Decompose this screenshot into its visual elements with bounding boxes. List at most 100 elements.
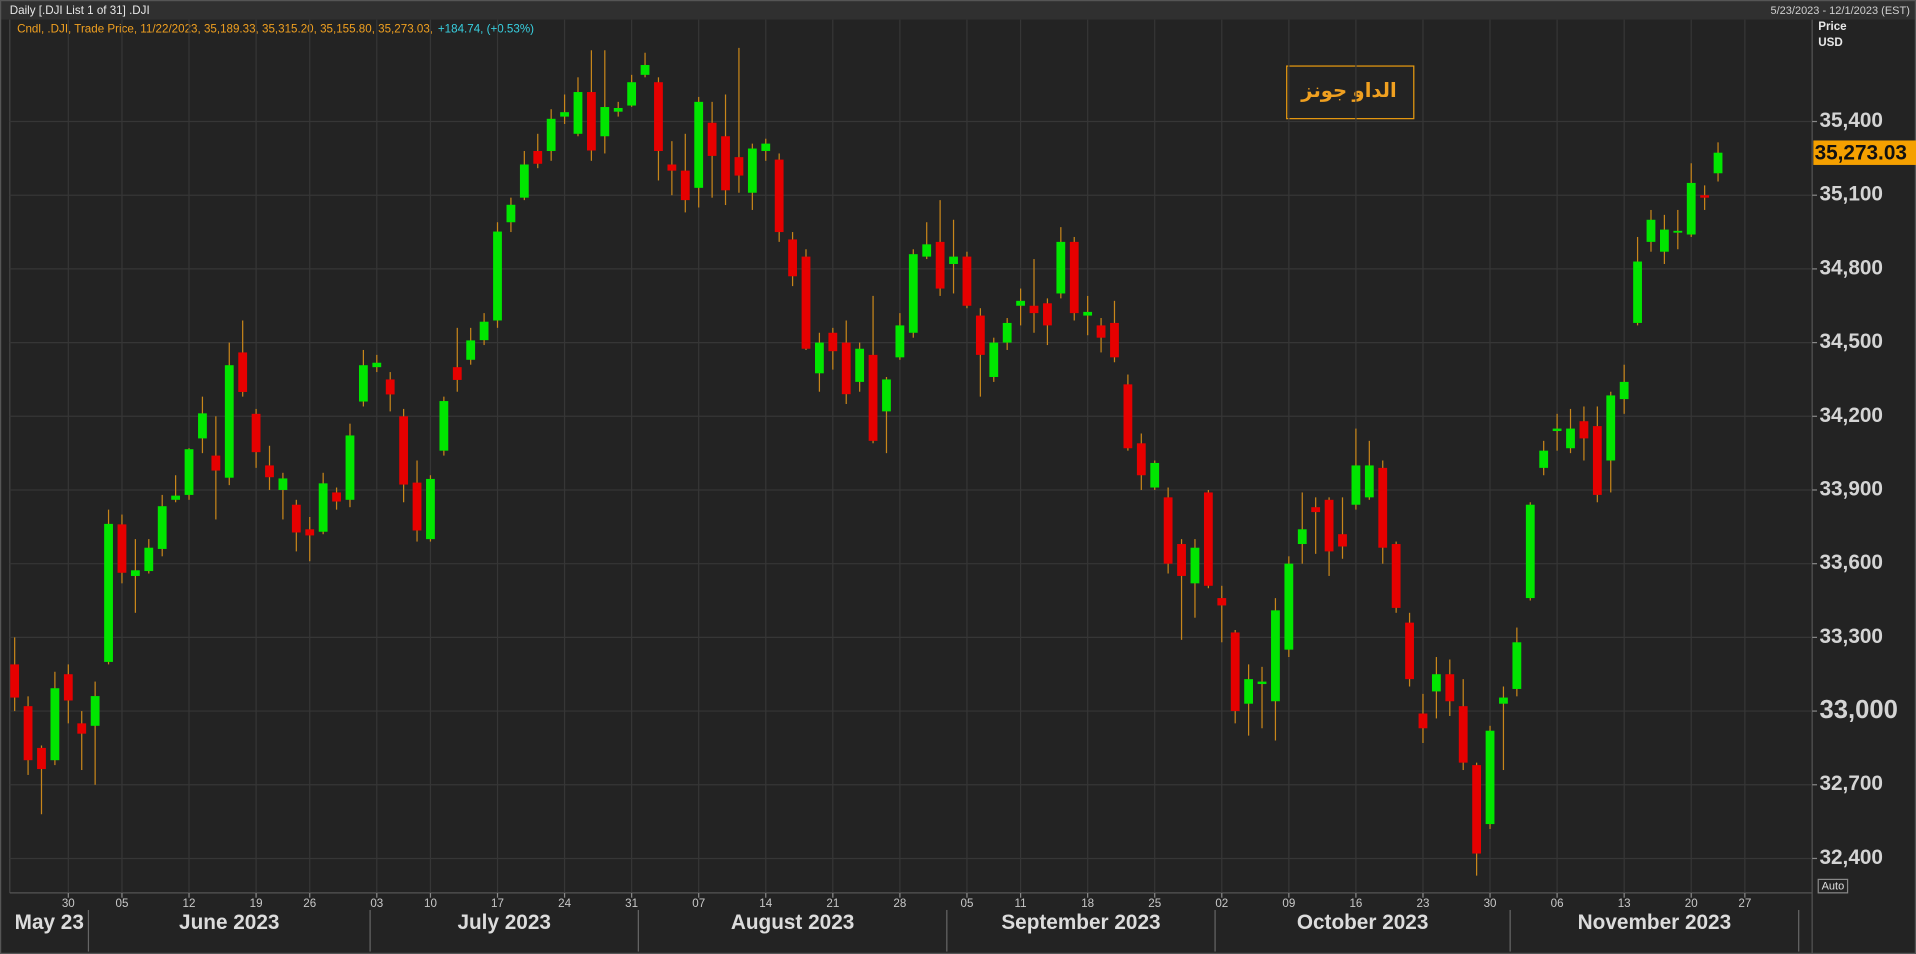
- auto-button[interactable]: [1817, 878, 1849, 894]
- candle-body: [989, 342, 999, 377]
- y-tick-label: 35,400: [1819, 109, 1882, 132]
- candle-body: [439, 401, 449, 451]
- x-tick-label: 28: [893, 897, 906, 910]
- candle-body: [184, 449, 194, 495]
- x-tick-label: 26: [303, 897, 316, 910]
- candle-body: [1096, 325, 1106, 338]
- candle-body: [1150, 462, 1160, 488]
- candle-body: [1512, 642, 1522, 689]
- candle-body: [1525, 504, 1535, 599]
- candle-body: [1203, 492, 1213, 586]
- candle-body: [1002, 322, 1012, 343]
- x-tick-label: 30: [62, 897, 75, 910]
- candle-body: [975, 315, 985, 355]
- candle-body: [1311, 507, 1321, 513]
- candle-body: [130, 570, 140, 576]
- candle-body: [1029, 305, 1039, 314]
- x-tick-label: 23: [1417, 897, 1430, 910]
- candle-body: [1297, 529, 1307, 545]
- candle-body: [117, 524, 127, 573]
- month-label: July 2023: [457, 911, 550, 934]
- candle-body: [358, 365, 368, 402]
- candle-body: [895, 325, 905, 358]
- candle-body: [1351, 465, 1361, 505]
- month-label: November 2023: [1578, 911, 1731, 934]
- candle-body: [1458, 706, 1468, 763]
- candle-body: [1445, 674, 1455, 702]
- candle-body: [1069, 241, 1079, 314]
- candle-body: [399, 416, 409, 485]
- candle-body: [144, 547, 154, 572]
- y-tick-label: 33,300: [1819, 625, 1882, 648]
- candle-body: [613, 108, 623, 112]
- candle-body: [1659, 229, 1669, 252]
- grid: [9, 19, 1813, 893]
- legend-change: +184.74, (+0.53%): [438, 22, 534, 35]
- x-tick-label: 05: [116, 897, 129, 910]
- candle-body: [1539, 450, 1549, 468]
- candle-body: [171, 495, 181, 500]
- x-tick-label: 30: [1484, 897, 1497, 910]
- candle-body: [372, 362, 382, 368]
- candle-body: [788, 239, 797, 277]
- candle-body: [747, 148, 757, 193]
- candle-body: [479, 321, 489, 341]
- candle-body: [519, 164, 529, 198]
- candle-body: [707, 122, 717, 156]
- candle-body: [1284, 563, 1294, 650]
- candle-body: [1606, 395, 1616, 461]
- axis-title: Price: [1818, 20, 1847, 33]
- candle-body: [640, 65, 650, 75]
- legend: Cndl, .DJI, Trade Price, 11/22/2023, 35,…: [17, 22, 534, 35]
- candle-body: [104, 523, 113, 662]
- candle-body: [224, 365, 234, 478]
- candle-body: [1364, 465, 1374, 498]
- legend-text: Cndl, .DJI, Trade Price, 11/22/2023, 35,…: [17, 22, 433, 35]
- month-label: May 23: [15, 911, 84, 934]
- candle-body: [1391, 544, 1401, 608]
- annotation-box: [1286, 65, 1415, 120]
- x-tick-label: 25: [1148, 897, 1161, 910]
- candle-body: [318, 483, 328, 532]
- x-tick-label: 07: [692, 897, 705, 910]
- candle-body: [573, 92, 583, 134]
- candle-body: [251, 413, 261, 453]
- candle-body: [23, 706, 33, 761]
- candle-body: [1499, 697, 1508, 704]
- candle-body: [922, 244, 932, 257]
- candle-body: [493, 231, 502, 321]
- candle-body: [332, 492, 341, 502]
- x-tick-label: 21: [826, 897, 839, 910]
- candle-body: [1230, 632, 1240, 712]
- annotation: الداو جونز: [1300, 80, 1396, 102]
- candle-body: [1043, 303, 1052, 326]
- x-tick-label: 18: [1081, 897, 1094, 910]
- candle-body: [801, 256, 811, 349]
- candle-body: [10, 664, 20, 698]
- candle-body: [1592, 426, 1602, 495]
- month-label: August 2023: [731, 911, 854, 934]
- candle-body: [1338, 534, 1347, 547]
- y-tick-label: 34,500: [1819, 330, 1882, 353]
- auto-label[interactable]: Auto: [1822, 881, 1845, 893]
- candle-body: [305, 529, 315, 536]
- candle-body: [345, 435, 355, 500]
- candle-body: [452, 367, 462, 380]
- candle-body: [50, 688, 60, 761]
- x-tick-label: 14: [759, 897, 772, 910]
- candle-body: [1472, 765, 1482, 854]
- candle-body: [949, 256, 958, 264]
- x-tick-label: 13: [1618, 897, 1631, 910]
- candle-body: [1378, 467, 1388, 548]
- candle-body: [1405, 622, 1414, 680]
- candle-body: [385, 379, 395, 395]
- candle-body: [412, 482, 422, 531]
- candle-body: [962, 256, 972, 306]
- candle-body: [1324, 499, 1334, 552]
- candle-body: [1619, 381, 1629, 400]
- candle-body: [1431, 674, 1441, 692]
- candle-body: [211, 455, 221, 471]
- candle-body: [1123, 384, 1133, 449]
